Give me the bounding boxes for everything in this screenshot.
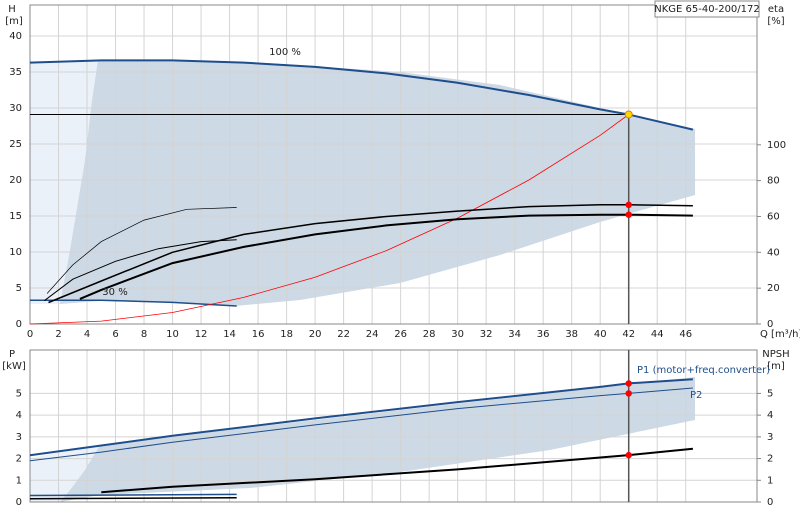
range-shade-light (30, 60, 98, 304)
x-tick-label: 12 (195, 329, 208, 340)
range-shade (60, 377, 695, 502)
series-line (29, 496, 237, 500)
annotation: 100 % (269, 47, 301, 58)
duty-dot (625, 201, 632, 209)
y-tick-label: 0 (16, 319, 22, 330)
y-tick-label: 1 (16, 475, 22, 486)
y2-tick-label: 80 (767, 176, 780, 187)
y2-tick-label: 5 (767, 388, 773, 399)
y-tick-label: 4 (16, 410, 22, 421)
range-shade-light (30, 445, 100, 502)
y2-tick-label: 1 (767, 475, 773, 486)
range-shade (60, 60, 695, 306)
x-tick-label: 30 (451, 329, 464, 340)
y2-tick-label: 4 (767, 410, 773, 421)
x-tick-label: 20 (309, 329, 322, 340)
series-label: P1 (motor+freq.converter) (637, 365, 770, 376)
y2-axis-unit: [%] (767, 16, 784, 27)
x-tick-label: 16 (252, 329, 265, 340)
y-tick-label: 40 (9, 31, 22, 42)
plot-frame (29, 4, 758, 325)
y-axis-unit: [m] (5, 16, 23, 27)
series-line (29, 114, 629, 325)
y-tick-label: 30 (9, 103, 22, 114)
series-line (48, 204, 693, 304)
x-tick-label: 40 (594, 329, 607, 340)
y-tick-label: 5 (16, 388, 22, 399)
y2-tick-label: 2 (767, 454, 773, 465)
duty-dot (625, 380, 632, 387)
y2-tick-label: 20 (767, 283, 780, 294)
x-tick-label: 26 (394, 329, 407, 340)
x-tick-label: 8 (141, 329, 147, 340)
x-tick-label: 2 (55, 329, 61, 340)
series-line (79, 213, 693, 300)
y-axis-label: P (9, 349, 15, 360)
duty-dot (625, 211, 632, 218)
y2-axis-label: eta (768, 4, 784, 15)
x-tick-label: 14 (223, 329, 236, 340)
chart-title: NKGE 65-40-200/172 (654, 4, 760, 15)
x-tick-label: 6 (112, 329, 118, 340)
y2-axis-label: NPSH (762, 349, 789, 360)
x-tick-label: 42 (622, 329, 635, 340)
y-tick-label: 10 (9, 247, 22, 258)
x-tick-label: 34 (508, 329, 521, 340)
y2-tick-label: 0 (767, 319, 773, 330)
y2-tick-label: 3 (767, 432, 773, 443)
duty-dot (625, 390, 632, 397)
y-tick-label: 20 (9, 175, 22, 186)
duty-point (624, 110, 633, 119)
y2-tick-label: 40 (767, 247, 780, 258)
y-axis-label: H (8, 4, 16, 15)
y-tick-label: 5 (16, 283, 22, 294)
y-tick-label: 2 (16, 454, 22, 465)
duty-dot (625, 451, 632, 459)
power-npsh-chart: 0 1 2 3 4 5 0 1 2 3 4 5 P[kW] NPSH[m]P1 (motor+freq.c… (2, 349, 789, 508)
y-tick-label: 25 (9, 139, 22, 150)
series-line (29, 493, 237, 497)
x-tick-label: 36 (537, 329, 550, 340)
series-line (30, 299, 237, 307)
series-line (29, 59, 694, 131)
y2-axis-unit: [m] (767, 361, 785, 372)
plot-frame (29, 349, 758, 503)
y2-tick-label: 100 (767, 140, 786, 151)
x-tick-label: 46 (679, 329, 692, 340)
series-line (43, 239, 237, 302)
series-line (29, 378, 693, 457)
x-tick-label: 10 (166, 329, 179, 340)
y-tick-label: 3 (16, 432, 22, 443)
head-eta-chart: 0 2 4 6 8 10 12 14 16 18 20 22 24 26 28 30 32 34 36 38 40 42 4… (5, 4, 800, 340)
x-tick-label: 18 (280, 329, 293, 340)
x-tick-label: 22 (337, 329, 350, 340)
x-tick-label: 0 (27, 329, 33, 340)
y-axis-unit: [kW] (2, 361, 26, 372)
x-axis-label: Q [m³/h] (760, 329, 800, 340)
x-tick-label: 32 (480, 329, 493, 340)
series-line (46, 207, 237, 294)
y2-tick-label: 60 (767, 211, 780, 222)
title-box (654, 0, 760, 18)
x-tick-label: 24 (366, 329, 379, 340)
x-tick-label: 4 (84, 329, 90, 340)
y-tick-label: 0 (16, 497, 22, 508)
series-line (29, 387, 693, 462)
y-tick-label: 35 (9, 67, 22, 78)
annotation: 30 % (102, 287, 127, 298)
x-tick-label: 28 (423, 329, 436, 340)
x-tick-label: 38 (565, 329, 578, 340)
y-tick-label: 15 (9, 211, 22, 222)
y2-tick-label: 0 (767, 497, 773, 508)
series-label: P2 (690, 390, 702, 401)
x-tick-label: 44 (651, 329, 664, 340)
